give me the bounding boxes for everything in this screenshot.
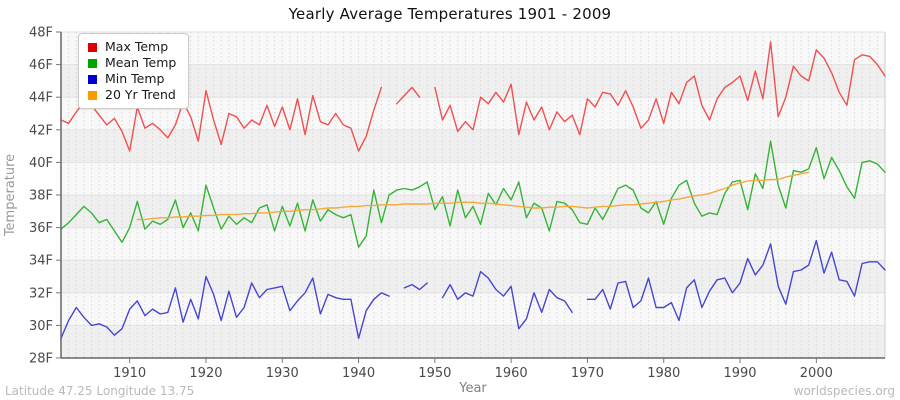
x-tick-label: 1950 xyxy=(418,366,451,381)
y-tick-label: 28F xyxy=(29,352,53,367)
x-tick-label: 2000 xyxy=(800,366,833,381)
legend-swatch-icon xyxy=(88,90,97,100)
x-tick-label: 1960 xyxy=(495,366,528,381)
tick-labels: 28F 30F 32F 34F 36F 38F 40F 42F 44F 46F 48F 1910 192… xyxy=(29,26,833,382)
x-axis-title: Year xyxy=(458,381,487,396)
legend-item-mean-temp: Mean Temp xyxy=(88,55,176,71)
x-tick-label: 1920 xyxy=(189,366,222,381)
y-tick-label: 44F xyxy=(29,91,53,106)
y-tick-label: 34F xyxy=(29,254,53,269)
legend-label: Mean Temp xyxy=(105,55,177,70)
legend-item-min-temp: Min Temp xyxy=(88,71,176,87)
legend-label: 20 Yr Trend xyxy=(105,87,176,102)
series-line-mean-temp xyxy=(60,140,886,248)
legend-swatch-icon xyxy=(88,42,97,52)
legend-label: Max Temp xyxy=(105,39,169,54)
y-tick-label: 48F xyxy=(29,26,53,41)
y-tick-label: 36F xyxy=(29,221,53,236)
legend-item-max-temp: Max Temp xyxy=(88,39,176,55)
series-line-20-yr-trend xyxy=(136,171,810,221)
series-lines xyxy=(60,41,886,340)
x-tick-label: 1980 xyxy=(647,366,680,381)
x-tick-label: 1970 xyxy=(571,366,604,381)
y-tick-label: 30F xyxy=(29,319,53,334)
series-line-max-temp xyxy=(60,41,886,152)
legend-swatch-icon xyxy=(88,58,97,68)
x-tick-label: 1990 xyxy=(723,366,756,381)
x-tick-label: 1930 xyxy=(266,366,299,381)
coordinates-label: Latitude 47.25 Longitude 13.75 xyxy=(5,384,195,398)
y-axis-title: Temperature xyxy=(3,154,18,237)
y-tick-label: 42F xyxy=(29,123,53,138)
legend-item-20-yr-trend: 20 Yr Trend xyxy=(88,87,176,103)
y-tick-label: 46F xyxy=(29,58,53,73)
y-tick-label: 38F xyxy=(29,189,53,204)
series-line-min-temp xyxy=(60,239,886,340)
chart-title: Yearly Average Temperatures 1901 - 2009 xyxy=(288,5,612,23)
chart-legend: Max Temp Mean Temp Min Temp 20 Yr Trend xyxy=(78,33,190,109)
x-tick-label: 1940 xyxy=(342,366,375,381)
x-tick-label: 1910 xyxy=(113,366,146,381)
source-watermark: worldspecies.org xyxy=(793,384,895,398)
y-tick-label: 32F xyxy=(29,286,53,301)
vertical-gridlines xyxy=(68,32,886,358)
legend-label: Min Temp xyxy=(105,71,165,86)
y-tick-label: 40F xyxy=(29,156,53,171)
legend-swatch-icon xyxy=(88,74,97,84)
